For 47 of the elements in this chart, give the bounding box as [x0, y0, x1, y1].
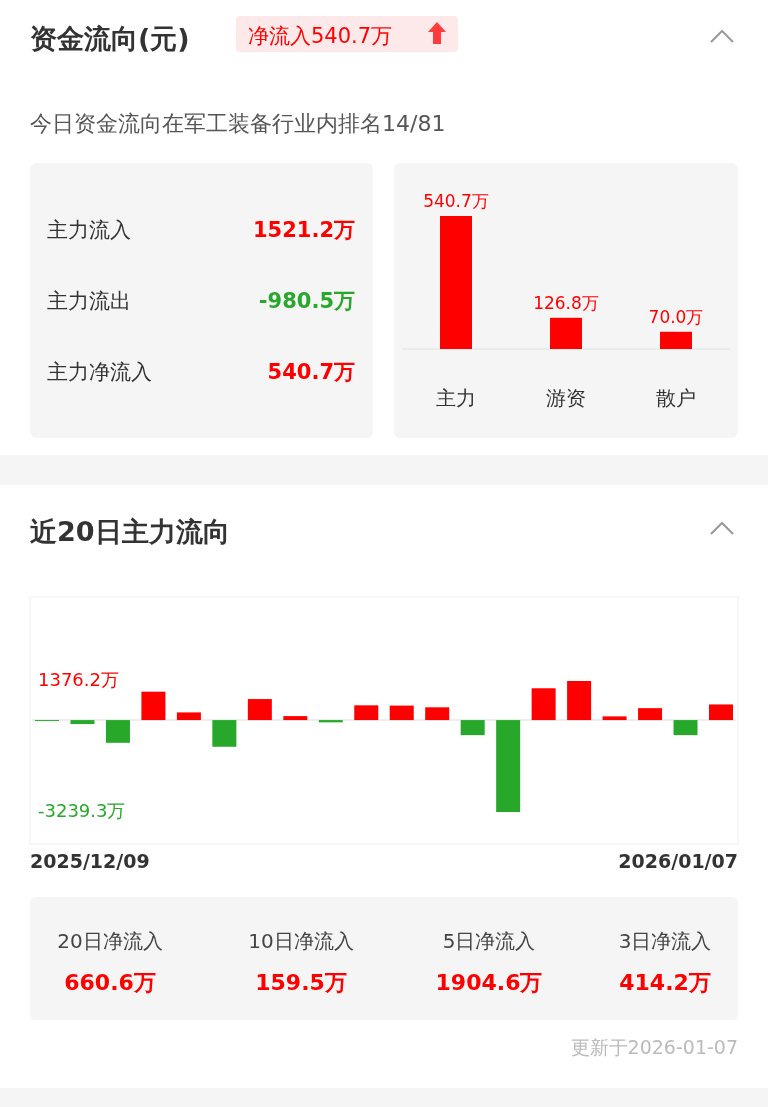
text: 今日资金流向在军工装备行业内排名14/81: [30, 111, 446, 136]
category-label: 20日净流入: [57, 928, 163, 953]
data-label: 540.7万: [423, 191, 489, 211]
chart-title: 近20日主力流向: [30, 516, 230, 547]
category-label: 5日净流入: [442, 928, 536, 953]
category-label: 主力净流入: [47, 360, 152, 384]
data-label: 159.5万: [255, 970, 347, 995]
bar: [176, 712, 201, 721]
text: 2026/01/07: [618, 850, 738, 872]
text: 资金流向(元): [30, 23, 190, 54]
category-label: 10日净流入: [248, 928, 354, 953]
bar: [496, 720, 521, 813]
bar: [247, 699, 272, 721]
category-label: 主力流出: [47, 289, 131, 313]
y-tick-label: 1376.2万: [38, 669, 119, 690]
bar: [460, 720, 485, 736]
y-tick-label: -3239.3万: [38, 800, 126, 822]
bar: [425, 707, 450, 721]
x-tick-label: 游资: [546, 386, 586, 410]
data-label: 660.6万: [64, 970, 156, 995]
category-label: 3日净流入: [618, 928, 712, 953]
bar: [673, 720, 698, 736]
bar: [283, 716, 308, 721]
bar: [354, 705, 379, 721]
bar: [602, 716, 627, 721]
bar: [709, 704, 733, 721]
data-label: 540.7万: [267, 360, 355, 384]
text: 净流入540.7万: [248, 24, 393, 48]
text: 2025/12/09: [30, 850, 150, 872]
x-tick-label: 散户: [656, 386, 696, 410]
bar: [70, 720, 95, 725]
bar: [212, 720, 237, 747]
bar: [141, 691, 166, 721]
bar: [638, 708, 663, 721]
bar: [105, 720, 130, 743]
data-label: 414.2万: [619, 970, 711, 995]
data-label: 1521.2万: [252, 218, 355, 242]
data-label: 126.8万: [533, 292, 599, 313]
category-label: 主力流入: [47, 218, 131, 242]
bar: [389, 705, 414, 721]
data-label: 1904.6万: [435, 970, 543, 995]
data-label: -980.5万: [258, 289, 355, 313]
bar: [531, 688, 556, 721]
text: 更新于2026-01-07: [570, 1036, 738, 1058]
bar: [567, 681, 592, 721]
x-tick-label: 主力: [436, 386, 476, 410]
data-label: 70.0万: [648, 306, 704, 327]
